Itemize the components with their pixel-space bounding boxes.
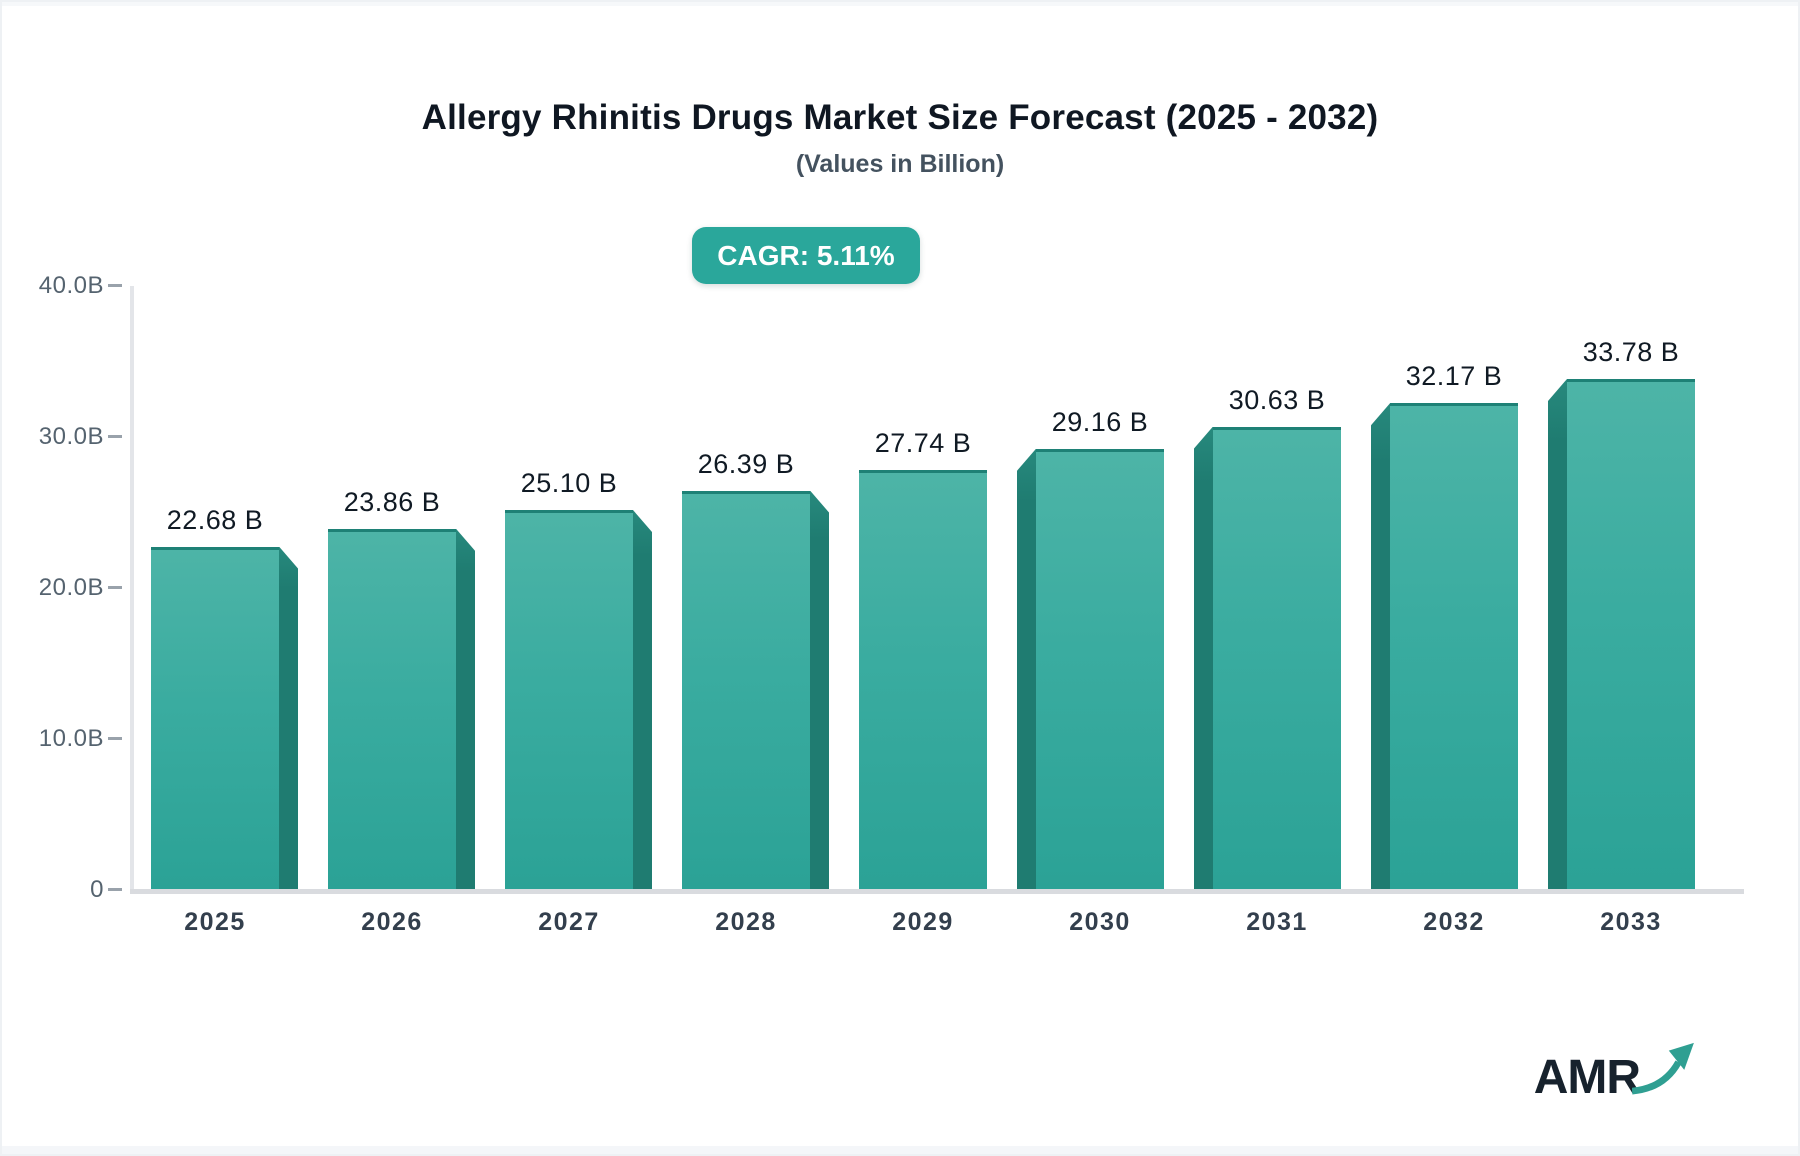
bar-group-2025: 22.68 B	[151, 286, 298, 890]
bar-group-2031: 30.63 B	[1194, 286, 1341, 890]
bar-value-label-2033: 33.78 B	[1582, 336, 1680, 367]
x-axis-baseline	[130, 889, 1744, 894]
bar-2031[interactable]	[1213, 426, 1341, 889]
amr-logo-text: AMR	[1533, 1051, 1641, 1104]
bar-2025[interactable]	[151, 546, 279, 889]
bar-3d-side-2030	[1017, 448, 1036, 889]
bar-2026[interactable]	[328, 528, 456, 889]
y-tick-label: 10.0B	[38, 725, 104, 752]
bar-3d-side-2028	[810, 490, 829, 889]
x-axis-label-2027: 2027	[538, 908, 600, 936]
y-tick-mark	[108, 284, 122, 287]
bar-3d-side-2025	[279, 546, 298, 889]
bar-group-2026: 23.86 B	[328, 286, 475, 890]
bar-2032[interactable]	[1390, 403, 1518, 889]
bar-value-label-2030: 29.16 B	[1051, 406, 1149, 437]
bottom-border-strip	[2, 1146, 1798, 1154]
bar-chart-plot-area: 40.0B 30.0B 20.0B 10.0B 0 22.68 B 2025 23.86 B 2…	[39, 272, 1744, 936]
x-axis-label-2032: 2032	[1423, 908, 1485, 936]
bar-group-2033: 33.78 B	[1548, 286, 1695, 890]
bar-3d-side-2033	[1548, 378, 1567, 889]
cagr-badge-label: CAGR: 5.11%	[717, 239, 895, 271]
x-axis-label-2033: 2033	[1600, 908, 1662, 936]
chart-subtitle: (Values in Billion)	[795, 150, 1005, 178]
y-tick-mark	[108, 737, 122, 740]
bar-3d-side-2031	[1194, 426, 1213, 889]
amr-logo: AMR	[1534, 1039, 1694, 1102]
x-axis-label-2031: 2031	[1246, 908, 1308, 936]
bar-group-2027: 25.10 B	[505, 286, 652, 890]
x-axis-label-2028: 2028	[715, 908, 777, 936]
y-tick-mark	[108, 435, 122, 438]
bar-2029[interactable]	[859, 470, 987, 889]
bar-group-2029: 27.74 B	[859, 286, 987, 890]
bar-2027[interactable]	[505, 510, 633, 889]
bar-group-2032: 32.17 B	[1371, 286, 1518, 890]
cagr-badge: CAGR: 5.11%	[692, 227, 920, 284]
y-tick-mark	[108, 586, 122, 589]
bar-2030[interactable]	[1036, 448, 1164, 889]
bar-value-label-2027: 25.10 B	[520, 468, 618, 498]
bar-group-2028: 26.39 B	[682, 286, 829, 890]
x-axis-label-2029: 2029	[892, 908, 954, 936]
y-tick-label: 0	[90, 876, 104, 903]
bar-value-label-2029: 27.74 B	[874, 428, 972, 459]
y-tick-label: 20.0B	[38, 574, 104, 601]
y-tick-label: 40.0B	[38, 272, 104, 299]
bar-3d-side-2032	[1371, 403, 1390, 889]
y-tick-mark	[108, 888, 122, 891]
top-border-strip	[2, 2, 1798, 6]
y-axis-line	[130, 286, 134, 894]
x-axis-label-2026: 2026	[361, 908, 423, 936]
y-tick-label: 30.0B	[38, 423, 104, 450]
bar-value-label-2031: 30.63 B	[1228, 384, 1326, 415]
bar-group-2030: 29.16 B	[1017, 286, 1164, 890]
growth-arrow-icon	[1631, 1039, 1694, 1100]
bar-value-label-2026: 23.86 B	[343, 486, 441, 517]
chart-title: Allergy Rhinitis Drugs Market Size Forec…	[421, 98, 1379, 137]
bar-3d-side-2027	[633, 510, 652, 889]
bar-value-label-2032: 32.17 B	[1405, 361, 1503, 392]
bar-2028[interactable]	[682, 490, 810, 889]
bar-value-label-2028: 26.39 B	[697, 448, 795, 479]
x-axis-label-2030: 2030	[1069, 908, 1131, 936]
bar-3d-side-2026	[456, 528, 475, 889]
bar-2033[interactable]	[1567, 378, 1695, 889]
x-axis-label-2025: 2025	[184, 908, 246, 936]
bar-value-label-2025: 22.68 B	[166, 504, 264, 535]
